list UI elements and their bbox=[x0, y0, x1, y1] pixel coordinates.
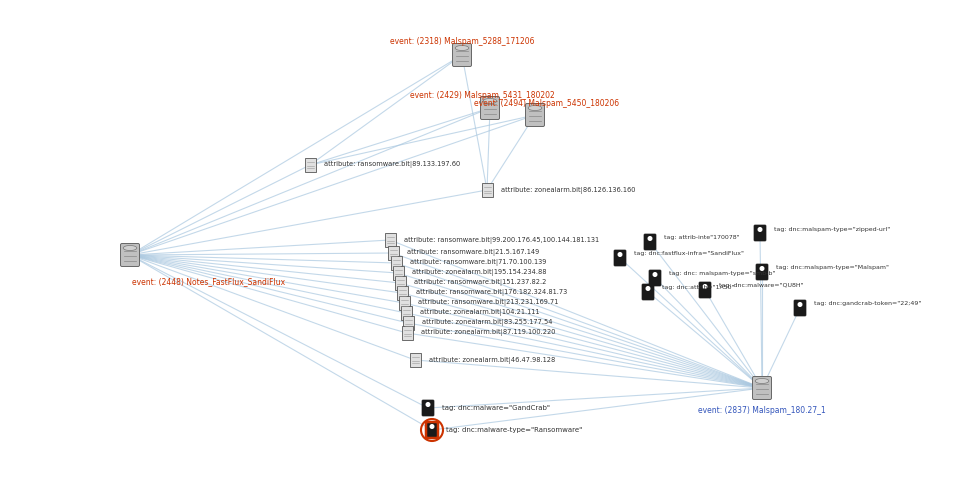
Text: attribute: zonealarm.bit|46.47.98.128: attribute: zonealarm.bit|46.47.98.128 bbox=[429, 356, 555, 363]
Text: event: (2448) Notes_FastFlux_SandiFlux: event: (2448) Notes_FastFlux_SandiFlux bbox=[132, 277, 285, 286]
FancyBboxPatch shape bbox=[121, 244, 139, 266]
Text: event: (2837) Malspam_180.27_1: event: (2837) Malspam_180.27_1 bbox=[698, 406, 826, 415]
FancyBboxPatch shape bbox=[644, 234, 656, 250]
Text: tag: attrib-inte"170078": tag: attrib-inte"170078" bbox=[664, 236, 739, 241]
Text: tag: dnc:gandcrab-token="22;49": tag: dnc:gandcrab-token="22;49" bbox=[814, 301, 921, 306]
FancyBboxPatch shape bbox=[756, 264, 768, 280]
Text: tag: dnc:attrib="1A50": tag: dnc:attrib="1A50" bbox=[662, 285, 734, 291]
FancyBboxPatch shape bbox=[794, 300, 806, 316]
FancyBboxPatch shape bbox=[481, 183, 493, 197]
Ellipse shape bbox=[528, 106, 542, 111]
Text: attribute: zonealarm.bit|86.126.136.160: attribute: zonealarm.bit|86.126.136.160 bbox=[501, 187, 635, 193]
Text: attribute: ransomware.bit|99.200.176.45,100.144.181.131: attribute: ransomware.bit|99.200.176.45,… bbox=[404, 237, 599, 244]
FancyBboxPatch shape bbox=[402, 316, 414, 330]
FancyBboxPatch shape bbox=[426, 422, 438, 438]
Text: attribute: ransomware.bit|176.182.324.81.73: attribute: ransomware.bit|176.182.324.81… bbox=[416, 289, 567, 297]
FancyBboxPatch shape bbox=[614, 250, 626, 266]
Text: tag: dnc:fastflux-infra="SandiFlux": tag: dnc:fastflux-infra="SandiFlux" bbox=[634, 251, 744, 257]
Text: event: (2494) Malspam_5450_180206: event: (2494) Malspam_5450_180206 bbox=[474, 99, 619, 108]
Text: tag: dnc:malspam-type="zipped-url": tag: dnc:malspam-type="zipped-url" bbox=[774, 226, 890, 231]
Text: tag: dnc:malware="GandCrab": tag: dnc:malware="GandCrab" bbox=[442, 405, 550, 411]
FancyBboxPatch shape bbox=[398, 296, 409, 310]
Circle shape bbox=[646, 287, 650, 290]
Circle shape bbox=[431, 425, 433, 428]
FancyBboxPatch shape bbox=[388, 246, 398, 260]
FancyBboxPatch shape bbox=[453, 43, 471, 67]
FancyBboxPatch shape bbox=[391, 256, 401, 270]
Ellipse shape bbox=[123, 245, 136, 250]
Circle shape bbox=[799, 303, 802, 306]
Text: event: (2318) Malspam_5288_171206: event: (2318) Malspam_5288_171206 bbox=[390, 37, 535, 46]
FancyBboxPatch shape bbox=[385, 233, 395, 247]
FancyBboxPatch shape bbox=[422, 400, 434, 416]
Circle shape bbox=[618, 253, 621, 256]
FancyBboxPatch shape bbox=[649, 270, 661, 286]
FancyBboxPatch shape bbox=[699, 282, 711, 298]
Text: attribute: zonealarm.bit|195.154.234.88: attribute: zonealarm.bit|195.154.234.88 bbox=[412, 269, 546, 277]
Text: attribute: zonealarm.bit|83.255.177.54: attribute: zonealarm.bit|83.255.177.54 bbox=[422, 319, 552, 326]
Text: tag: dnc:malspam-type="Malspam": tag: dnc:malspam-type="Malspam" bbox=[776, 265, 889, 270]
FancyBboxPatch shape bbox=[305, 158, 316, 172]
Text: attribute: zonealarm.bit|87.119.100.220: attribute: zonealarm.bit|87.119.100.220 bbox=[421, 330, 555, 337]
FancyBboxPatch shape bbox=[401, 326, 413, 340]
FancyBboxPatch shape bbox=[480, 96, 500, 119]
Text: attribute: ransomware.bit|89.133.197.60: attribute: ransomware.bit|89.133.197.60 bbox=[324, 162, 461, 169]
Ellipse shape bbox=[455, 45, 468, 51]
Text: attribute: ransomware.bit|151.237.82.2: attribute: ransomware.bit|151.237.82.2 bbox=[414, 280, 546, 286]
FancyBboxPatch shape bbox=[642, 284, 654, 300]
Text: tag: dnc: malspam-type="smb-b": tag: dnc: malspam-type="smb-b" bbox=[669, 271, 775, 277]
FancyBboxPatch shape bbox=[526, 104, 544, 127]
FancyBboxPatch shape bbox=[400, 306, 411, 320]
FancyBboxPatch shape bbox=[754, 225, 766, 241]
Ellipse shape bbox=[483, 98, 497, 104]
Text: attribute: ransomware.bit|213.231.169.71: attribute: ransomware.bit|213.231.169.71 bbox=[418, 300, 558, 306]
Text: attribute: zonealarm.bit|104.21.111: attribute: zonealarm.bit|104.21.111 bbox=[420, 310, 540, 317]
Text: tag: dnc:malware="QU8H": tag: dnc:malware="QU8H" bbox=[719, 283, 804, 288]
FancyBboxPatch shape bbox=[396, 286, 407, 300]
FancyBboxPatch shape bbox=[393, 266, 403, 280]
FancyBboxPatch shape bbox=[394, 276, 405, 290]
Circle shape bbox=[760, 267, 764, 270]
Text: event: (2429) Malspam_5431_180202: event: (2429) Malspam_5431_180202 bbox=[410, 91, 554, 100]
FancyBboxPatch shape bbox=[753, 376, 771, 399]
Circle shape bbox=[703, 285, 707, 288]
Circle shape bbox=[758, 228, 762, 231]
Text: attribute: ransomware.bit|21.5.167.149: attribute: ransomware.bit|21.5.167.149 bbox=[407, 249, 540, 257]
Circle shape bbox=[654, 273, 656, 276]
Text: tag: dnc:malware-type="Ransomware": tag: dnc:malware-type="Ransomware" bbox=[446, 427, 582, 433]
Circle shape bbox=[649, 237, 652, 240]
FancyBboxPatch shape bbox=[409, 353, 421, 367]
Circle shape bbox=[427, 403, 430, 406]
Ellipse shape bbox=[755, 378, 768, 383]
Text: attribute: ransomware.bit|71.70.100.139: attribute: ransomware.bit|71.70.100.139 bbox=[410, 260, 546, 266]
